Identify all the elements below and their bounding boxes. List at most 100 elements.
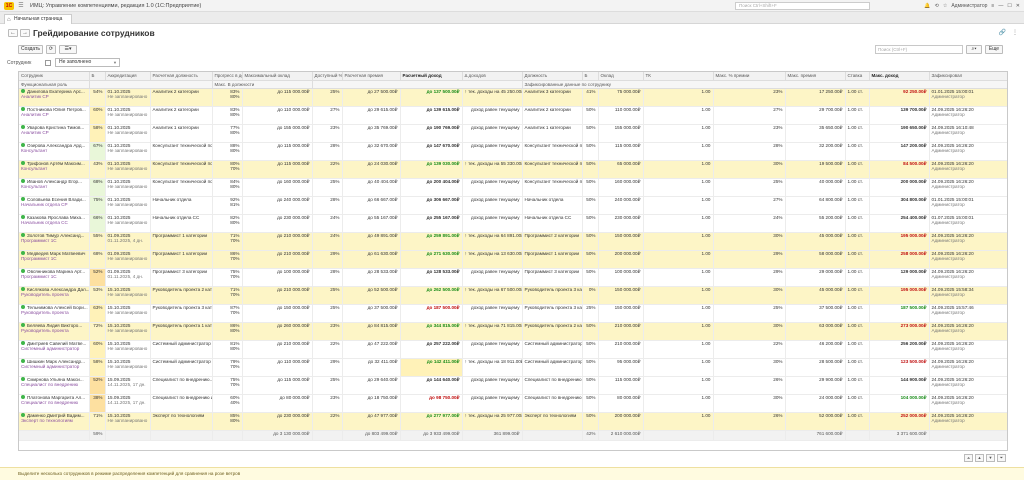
employee-cell[interactable]: Кислякова Александра Дал... Руководитель … (19, 286, 90, 305)
employee-name[interactable]: Беляева Лидия Викторо... (27, 322, 83, 328)
column-header[interactable]: Оклад (598, 72, 644, 81)
employee-cell[interactable]: Постникова Юлия Петров... Аналитик СР (19, 106, 90, 125)
column-header[interactable]: Макс. доход (869, 72, 930, 81)
table-row[interactable]: Дмитриев Савелий Матве... Системный админ… (19, 340, 1007, 359)
column-header[interactable]: Максимальный оклад (242, 72, 313, 81)
employee-cell[interactable]: Беляева Лидия Викторо... Руководитель про… (19, 322, 90, 341)
column-header[interactable]: Должность (522, 72, 583, 81)
column-header[interactable]: Ставка (845, 72, 870, 81)
employee-name[interactable]: Данилова Екатерина Арс... (27, 88, 85, 94)
employee-cell[interactable]: Соловьева Есения Влади... Начальник отдел… (19, 196, 90, 215)
column-header[interactable]: Доступный % премии (312, 72, 343, 81)
employee-cell[interactable]: Тельнимова Алексей Бори... Руководитель п… (19, 304, 90, 323)
employee-name[interactable]: Трифонов Артём Максим... (27, 160, 85, 166)
employee-cell[interactable]: Дмитриев Савелий Матве... Системный админ… (19, 340, 90, 359)
employee-name[interactable]: Смирнова Ульяна Макси... (27, 376, 84, 382)
table-row[interactable]: Смирнова Ульяна Макси... Специалист по вн… (19, 376, 1007, 395)
bell-icon[interactable]: 🔔 (924, 3, 931, 9)
scroll-top-icon[interactable]: ⏶ (964, 454, 973, 462)
employee-name[interactable]: Дмитриев Савелий Матве... (27, 340, 87, 346)
employee-cell[interactable]: Данилова Екатерина Арс... Аналитик СР (19, 88, 90, 107)
employee-cell[interactable]: Шишкин Марк Александр... Системный админи… (19, 358, 90, 377)
more-button[interactable]: Еще (985, 45, 1003, 54)
column-header[interactable]: Расчетный доход (400, 72, 463, 81)
menu-icon[interactable]: ☰ (18, 2, 24, 9)
table-row[interactable]: Казакова Ярослава Миха... Начальник отдел… (19, 214, 1007, 233)
employee-cell[interactable]: Золотов Тимур Александ... Программист 1С (19, 232, 90, 251)
table-row[interactable]: Трифонов Артём Максим... Консультант 43% 01… (19, 160, 1007, 179)
table-row[interactable]: Тельнимова Алексей Бори... Руководитель п… (19, 304, 1007, 323)
settings-icon[interactable]: ≡ (991, 3, 995, 9)
scroll-down-icon[interactable]: ▼ (986, 454, 995, 462)
employee-name[interactable]: Озерова Александра Ард... (27, 142, 86, 148)
column-header[interactable]: Расчетная премия (342, 72, 401, 81)
employee-name[interactable]: Даменко Дмитрий Вадим... (27, 412, 85, 418)
list-search-input[interactable]: Поиск (Ctrl+F) (875, 45, 963, 54)
list-settings-icon[interactable]: ☰▾ (59, 45, 77, 54)
more-vertical-icon[interactable]: ⋮ (1012, 30, 1018, 36)
employee-cell[interactable]: Овсянникова Марина Арт... Программист 1С (19, 268, 90, 287)
close-icon[interactable]: ✕ (1015, 3, 1020, 9)
forward-button[interactable]: → (20, 29, 30, 37)
employee-name[interactable]: Казакова Ярослава Миха... (27, 214, 85, 220)
global-search-input[interactable]: Поиск Ctrl+Shift+F (735, 2, 870, 10)
employee-name[interactable]: Иванов Александр Егор... (27, 178, 82, 184)
column-header[interactable]: Δ доходов (462, 72, 523, 81)
employee-cell[interactable]: Казакова Ярослава Миха... Начальник отдел… (19, 214, 90, 233)
table-row[interactable]: Кислякова Александра Дал... Руководитель … (19, 286, 1007, 305)
user-name[interactable]: Администратор (951, 3, 988, 9)
minimize-icon[interactable]: — (998, 3, 1004, 9)
maximize-icon[interactable]: ☐ (1007, 3, 1012, 9)
search-icon[interactable]: ⌕▾ (966, 45, 982, 54)
employee-cell[interactable]: Уварова Кристина Тимов... Аналитик СР (19, 124, 90, 143)
employee-name[interactable]: Медведев Марк Матвеевич (27, 250, 86, 256)
employee-cell[interactable]: Платонова Маргарита Ал... Специалист по в… (19, 394, 90, 413)
table-row[interactable]: Шишкин Марк Александр... Системный админи… (19, 358, 1007, 377)
employee-cell[interactable]: Трифонов Артём Максим... Консультант (19, 160, 90, 179)
employee-name[interactable]: Овсянникова Марина Арт... (27, 268, 86, 274)
employee-name[interactable]: Уварова Кристина Тимов... (27, 124, 85, 130)
employee-cell[interactable]: Даменко Дмитрий Вадим... Эксперт по техно… (19, 412, 90, 431)
column-header[interactable]: Расчетная должность (150, 72, 213, 81)
employee-cell[interactable]: Медведев Марк Матвеевич Программист 1С (19, 250, 90, 269)
table-row[interactable]: Овсянникова Марина Арт... Программист 1С 5… (19, 268, 1007, 287)
link-icon[interactable]: 🔗 (998, 30, 1006, 36)
table-row[interactable]: Беляева Лидия Викторо... Руководитель про… (19, 322, 1007, 341)
grading-table[interactable]: Сотрудник Б Аккредитация Расчетная должност… (18, 71, 1008, 451)
scroll-up-icon[interactable]: ▲ (975, 454, 984, 462)
employee-name[interactable]: Соловьева Есения Влади... (27, 196, 86, 202)
column-header[interactable]: Макс. премия (785, 72, 846, 81)
column-header[interactable]: Прогресс в должности (212, 72, 243, 81)
column-header[interactable]: ТК (643, 72, 714, 81)
column-header[interactable]: Зафиксировал (929, 72, 1007, 81)
create-button[interactable]: Создать (18, 45, 43, 54)
column-header[interactable]: Аккредитация (105, 72, 151, 81)
tab-home[interactable]: ⌂ Начальная страница (4, 14, 72, 24)
refresh-icon[interactable]: ⟳ (46, 45, 56, 54)
column-header[interactable]: Б (582, 72, 599, 81)
table-row[interactable]: Озерова Александра Ард... Консультант 67% 0… (19, 142, 1007, 161)
table-row[interactable]: Уварова Кристина Тимов... Аналитик СР 58% 0… (19, 124, 1007, 143)
column-header[interactable]: Сотрудник (19, 72, 90, 81)
employee-name[interactable]: Кислякова Александра Дал... (27, 286, 89, 292)
employee-name[interactable]: Постникова Юлия Петров... (27, 106, 86, 112)
employee-name[interactable]: Шишкин Марк Александр... (27, 358, 85, 364)
table-row[interactable]: Медведев Марк Матвеевич Программист 1С 68%… (19, 250, 1007, 269)
table-row[interactable]: Платонова Маргарита Ал... Специалист по в… (19, 394, 1007, 413)
employee-cell[interactable]: Озерова Александра Ард... Консультант (19, 142, 90, 161)
table-row[interactable]: Иванов Александр Егор... Консультант 68% 01… (19, 178, 1007, 197)
table-row[interactable]: Постникова Юлия Петров... Аналитик СР 60% 0… (19, 106, 1007, 125)
table-row[interactable]: Соловьева Есения Влади... Начальник отдел… (19, 196, 1007, 215)
star-icon[interactable]: ☆ (942, 3, 948, 9)
employee-cell[interactable]: Иванов Александр Егор... Консультант (19, 178, 90, 197)
table-row[interactable]: Золотов Тимур Александ... Программист 1С 5… (19, 232, 1007, 251)
table-row[interactable]: Данилова Екатерина Арс... Аналитик СР 54% 0… (19, 88, 1007, 107)
scroll-bottom-icon[interactable]: ⏷ (997, 454, 1006, 462)
column-header[interactable]: Б (89, 72, 106, 81)
employee-name[interactable]: Тельнимова Алексей Бори... (27, 304, 88, 310)
employee-cell[interactable]: Смирнова Ульяна Макси... Специалист по вн… (19, 376, 90, 395)
column-header[interactable]: Макс. % премии (713, 72, 786, 81)
history-icon[interactable]: ⟲ (934, 3, 939, 9)
employee-filter-select[interactable]: Не заполнено ▼ (55, 58, 120, 67)
employee-filter-checkbox[interactable] (45, 60, 51, 66)
